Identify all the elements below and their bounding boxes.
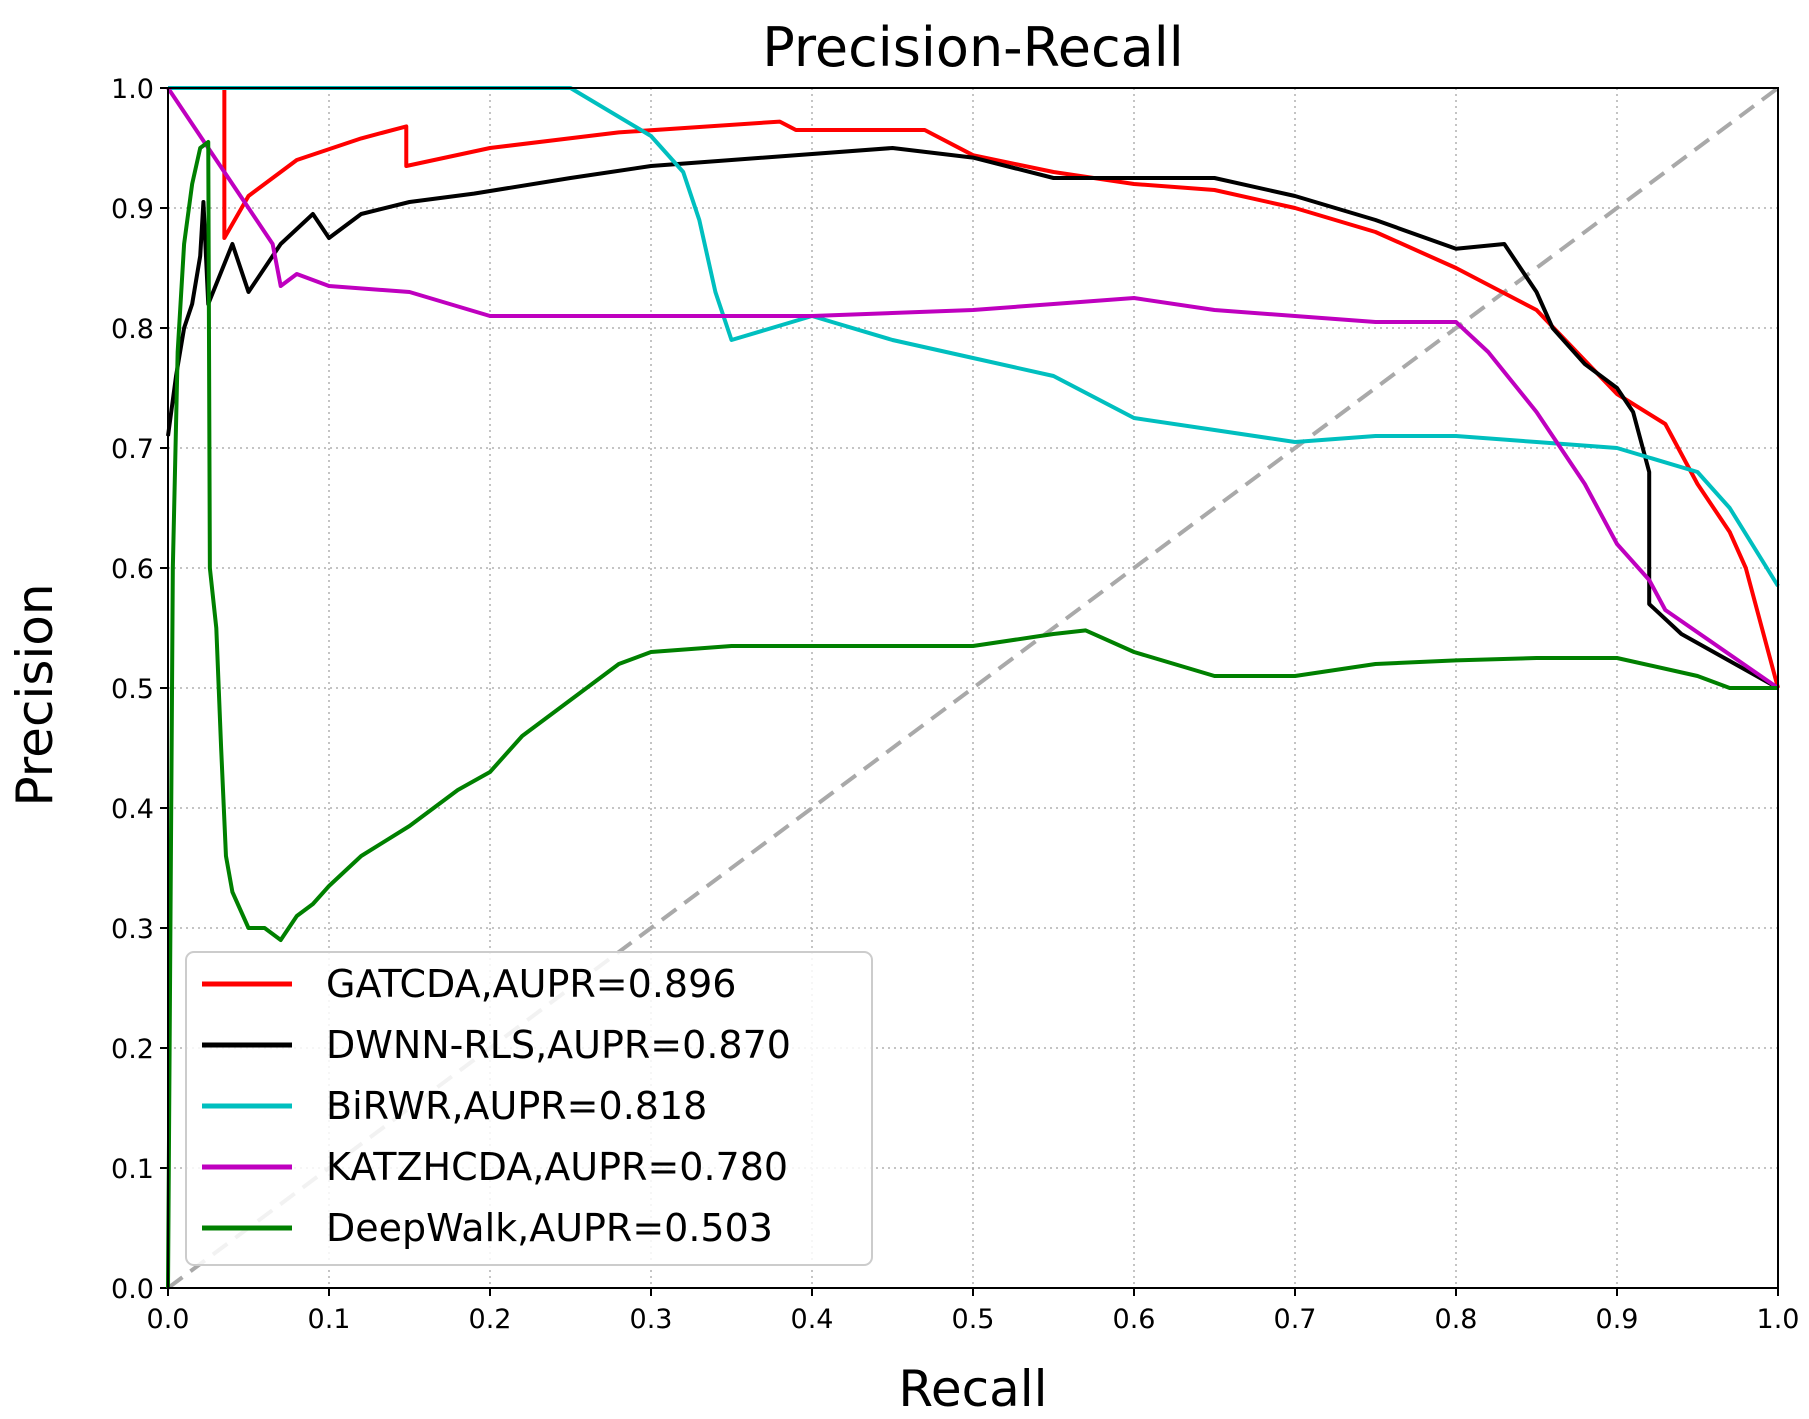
x-tick-label: 0.9 <box>1596 1304 1639 1335</box>
y-tick-label: 0.7 <box>111 434 154 465</box>
plot-frame <box>167 87 1779 1289</box>
series-line-birwr <box>168 86 1780 588</box>
x-tick-label: 1.0 <box>1757 1304 1800 1335</box>
y-tick-label: 0.2 <box>111 1034 154 1065</box>
y-tick-label: 0.9 <box>111 194 154 225</box>
legend-box <box>185 951 873 1266</box>
y-tick-label: 0.8 <box>111 314 154 345</box>
y-tick-label: 0.6 <box>111 554 154 585</box>
y-tick-label: 1.0 <box>111 74 154 105</box>
series-lines <box>166 86 1780 1289</box>
x-tick-label: 0.6 <box>1113 1304 1156 1335</box>
y-tick-label: 0.4 <box>111 794 154 825</box>
grid-lines <box>168 88 1778 1288</box>
series-line-deepwalk <box>166 140 1778 1289</box>
y-tick-label: 0.5 <box>111 674 154 705</box>
series-line-gatcda <box>222 88 1780 689</box>
legend: GATCDA,AUPR=0.896 DWNN-RLS,AUPR=0.870 BiRW… <box>185 951 873 1266</box>
series-line-katzhcda <box>166 86 1780 690</box>
x-tick-label: 0.3 <box>630 1304 673 1335</box>
x-tick-label: 0.5 <box>952 1304 995 1335</box>
x-tick-label: 0.8 <box>1435 1304 1478 1335</box>
axis-ticks: 0.0 0.1 0.2 0.3 0.4 0.5 0.6 0.7 0.8 0.9 1.0 0.0 0.1 0… <box>111 74 1799 1335</box>
x-tick-label: 0.2 <box>469 1304 512 1335</box>
x-tick-label: 0.1 <box>308 1304 351 1335</box>
y-tick-label: 0.3 <box>111 914 154 945</box>
legend-label: BiRWR,AUPR=0.818 <box>326 1084 707 1128</box>
y-tick-label: 0.0 <box>111 1274 154 1305</box>
x-tick-label: 0.7 <box>1274 1304 1317 1335</box>
y-axis-title: Precision <box>6 583 64 806</box>
legend-label: DeepWalk,AUPR=0.503 <box>326 1206 773 1250</box>
legend-label: KATZHCDA,AUPR=0.780 <box>326 1145 788 1189</box>
x-tick-label: 0.0 <box>147 1304 190 1335</box>
y-tick-label: 0.1 <box>111 1154 154 1185</box>
legend-label: DWNN-RLS,AUPR=0.870 <box>326 1023 791 1067</box>
legend-label: GATCDA,AUPR=0.896 <box>326 962 736 1006</box>
chart-title: Precision-Recall <box>762 16 1184 79</box>
x-axis-title: Recall <box>898 1360 1047 1418</box>
x-tick-label: 0.4 <box>791 1304 834 1335</box>
